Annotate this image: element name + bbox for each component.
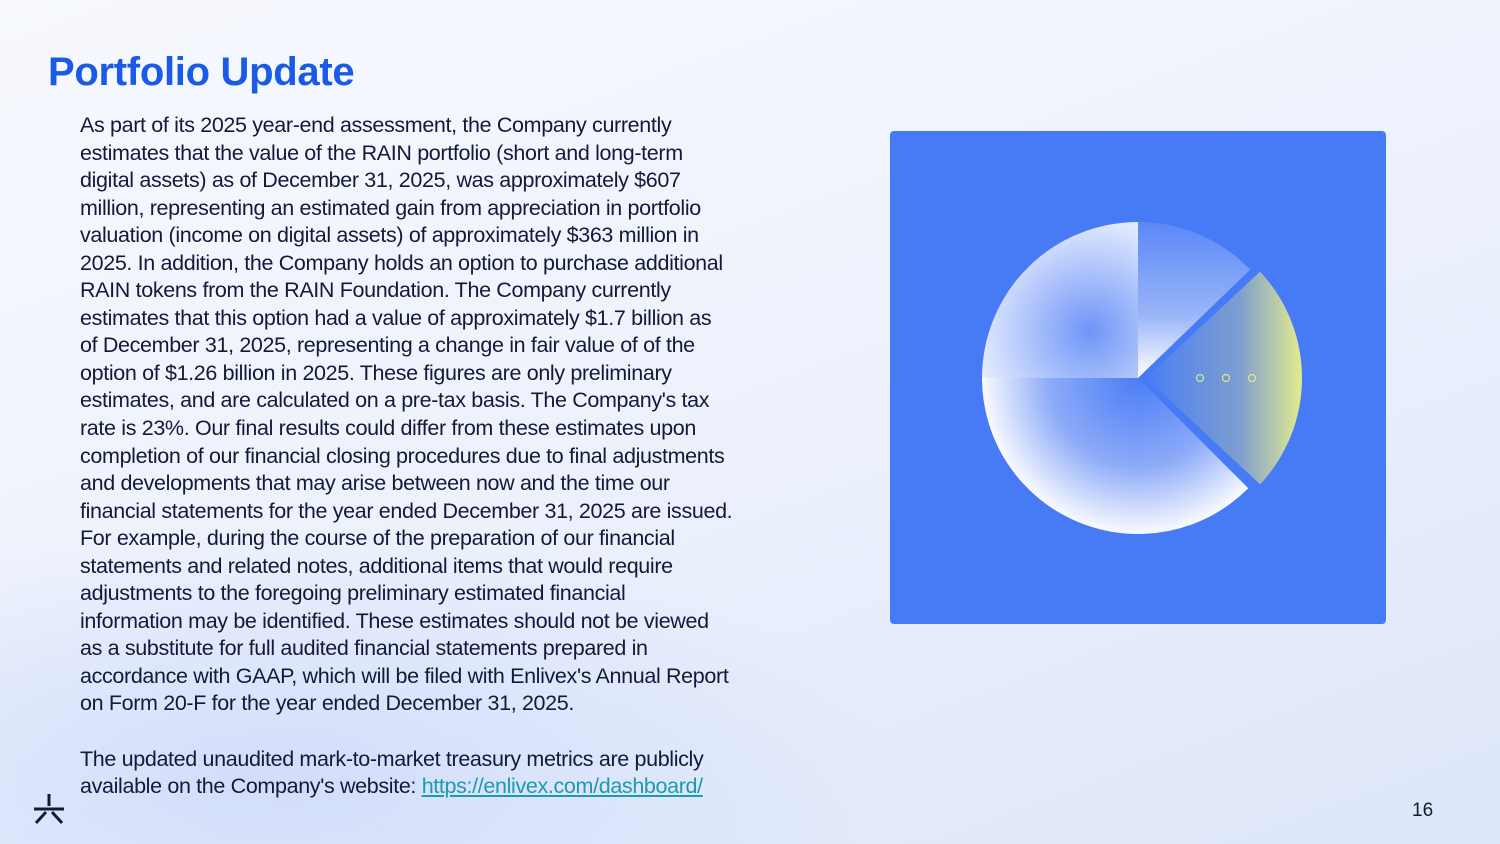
paragraph-line: digital assets) as of December 31, 2025,… [80, 168, 681, 193]
dot [1247, 373, 1257, 383]
paragraph-line: of December 31, 2025, representing a cha… [80, 333, 695, 358]
paragraph-line: option of $1.26 billion in 2025. These f… [80, 360, 672, 385]
paragraph-line: adjustments to the foregoing preliminary… [80, 581, 626, 606]
website-label: available on the Company's website: [80, 774, 422, 799]
paragraph-line: financial statements for the year ended … [80, 498, 733, 523]
pie-slice [1138, 222, 1251, 378]
page-number: 16 [1412, 800, 1434, 821]
paragraph-preliminary-estimates: As part of its 2025 year-end assessment,… [80, 112, 840, 718]
paragraph-line: For example, during the course of the pr… [80, 526, 675, 551]
asterisk-logo-icon [34, 794, 64, 825]
paragraph-line: estimates that this option had a value o… [80, 305, 712, 330]
paragraph-line: on Form 20-F for the year ended December… [80, 691, 574, 716]
ellipsis-dots [1195, 373, 1257, 383]
paragraph-line: estimates, and are calculated on a pre-t… [80, 388, 710, 413]
dot [1221, 373, 1231, 383]
paragraph-line: accordance with GAAP, which will be file… [80, 663, 729, 688]
paragraph-line: statements and related notes, additional… [80, 553, 673, 578]
body-text: As part of its 2025 year-end assessment,… [80, 112, 840, 801]
paragraph-metrics-line: available on the Company's website: http… [80, 773, 840, 801]
page-title: Portfolio Update [48, 50, 355, 94]
paragraph-line: estimates that the value of the RAIN por… [80, 140, 683, 165]
pie-slice [982, 378, 1249, 535]
paragraph-line: RAIN tokens from the RAIN Foundation. Th… [80, 278, 671, 303]
pie-slice [982, 222, 1138, 378]
paragraph-line: As part of its 2025 year-end assessment,… [80, 113, 672, 137]
paragraph-line: 2025. In addition, the Company holds an … [80, 250, 723, 275]
paragraph-line: completion of our financial closing proc… [80, 443, 725, 468]
paragraph-line: million, representing an estimated gain … [80, 195, 701, 220]
paragraph-line: information may be identified. These est… [80, 608, 709, 633]
pie-slice [1146, 271, 1302, 485]
background-glow [0, 520, 900, 844]
pie-illustration-svg [982, 222, 1302, 535]
dashboard-link[interactable]: https://enlivex.com/dashboard/ [421, 774, 703, 799]
paragraph-line: as a substitute for full audited financi… [80, 636, 648, 661]
paragraph-line: rate is 23%. Our final results could dif… [80, 416, 696, 441]
dot [1195, 373, 1205, 383]
paragraph-metrics-line: The updated unaudited mark-to-market tre… [80, 746, 704, 771]
pie-chart-illustration [890, 131, 1386, 624]
paragraph-line: valuation (income on digital assets) of … [80, 223, 699, 248]
paragraph-line: and developments that may arise between … [80, 471, 670, 496]
